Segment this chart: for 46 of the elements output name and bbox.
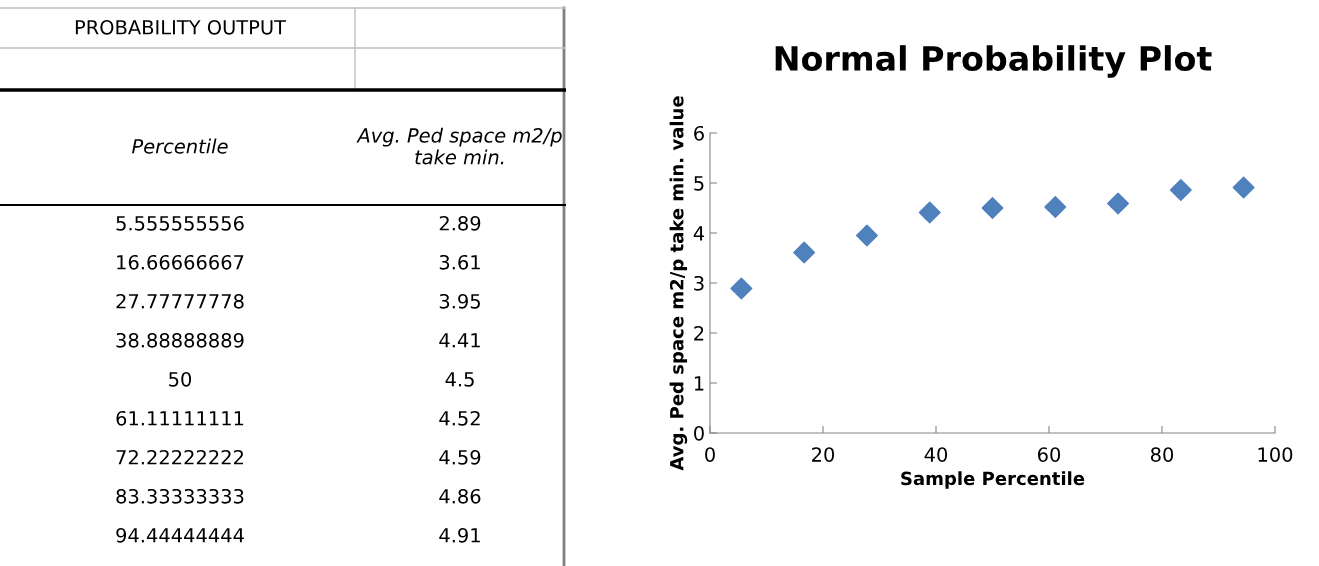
y-tick-label: 6 [694,125,704,141]
y-tick-label: 4 [693,226,705,241]
point [1169,179,1192,201]
text: PROBABILITY OUTPUT [75,19,287,35]
text: 3.95 [439,293,480,309]
x-tick-label: 60 [1037,447,1061,462]
y-axis-title: Avg. Ped space m2/p take min. value [669,96,688,471]
text: 27.77777778 [116,293,244,309]
text: 4.86 [439,488,481,504]
point [1044,196,1067,218]
point [1107,192,1130,215]
text: 4.41 [439,333,480,348]
text: 16.66666667 [117,254,244,270]
point [855,224,878,247]
text: 4.59 [439,449,481,465]
text: 50 [169,371,192,387]
x-tick-label: 40 [924,447,948,462]
y-tick-label: 5 [694,176,704,191]
text: Percentile [132,138,228,154]
y-tick-label: 2 [694,325,704,341]
text: 2.89 [439,215,481,231]
y-tick-label: 0 [694,425,704,441]
point [793,241,816,264]
x-tick-label: 0 [705,447,715,462]
point [730,277,753,300]
text: 61.11111111 [116,410,244,426]
text: 4.5 [445,372,474,387]
x-tick-label: 80 [1150,447,1174,462]
chart-title: Normal Probability Plot [775,45,1212,78]
y-tick-label: 1 [694,376,704,391]
x-axis-title: Sample Percentile [901,471,1085,489]
text: 3.61 [439,254,480,270]
text: 4.91 [439,527,480,543]
text: 4.52 [439,410,480,426]
text: 38.88888889 [116,332,244,348]
x-tick-label: 100 [1258,447,1293,462]
y-tick-label: 3 [694,275,704,291]
text: 83.33333333 [116,488,244,504]
point [981,197,1004,219]
text: 72.22222222 [116,449,243,465]
text: 5.555555556 [116,215,244,231]
point [1232,176,1255,199]
point [918,201,941,224]
x-tick-label: 20 [812,447,835,462]
text: Avg. Ped space m2/p take min. [356,127,562,165]
text: 94.44444444 [116,527,244,543]
